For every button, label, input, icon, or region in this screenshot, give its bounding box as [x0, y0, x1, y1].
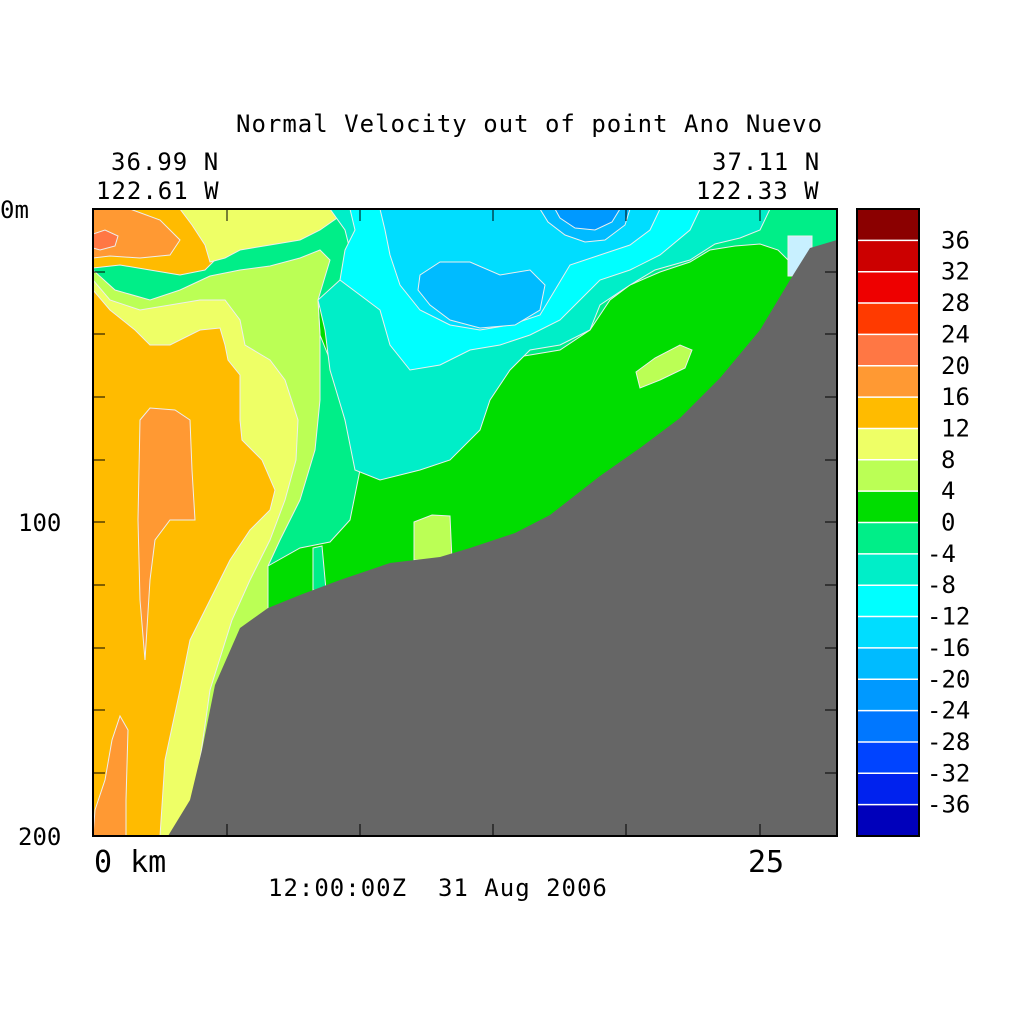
colorbar-swatch — [857, 553, 919, 586]
colorbar-label: 4 — [941, 477, 955, 505]
colorbar-label: 36 — [941, 226, 970, 254]
y-tick-label-0: 0m — [0, 196, 29, 224]
colorbar-swatch — [857, 679, 919, 712]
bathymetry-landmask — [168, 240, 837, 836]
colorbar-label: -20 — [927, 665, 970, 693]
colorbar-swatch — [857, 585, 919, 618]
colorbar-swatch — [857, 491, 919, 523]
chart-title: Normal Velocity out of point Ano Nuevo — [236, 110, 824, 138]
colorbar-label: 8 — [941, 446, 955, 474]
end-latitude: 37.11 N — [712, 148, 821, 176]
y-tick-label-100: 100 — [18, 509, 62, 537]
colorbar-swatch — [857, 647, 919, 680]
colorbar-swatch — [857, 365, 919, 398]
colorbar-swatch — [857, 397, 919, 429]
contour-region-16-20-bottom — [93, 714, 129, 836]
contour-region-12-16 — [93, 289, 276, 836]
colorbar-label: 20 — [941, 352, 970, 380]
colorbar-label: -16 — [927, 634, 970, 662]
y-tick-label-200: 200 — [18, 823, 62, 851]
colorbar-label: 16 — [941, 383, 970, 411]
colorbar-label: 32 — [941, 258, 970, 286]
colorbar: 36 32 28 24 20 16 12 8 4 0 -4 -8 -12 -16 -20 -24 -28 -32 -… — [856, 208, 970, 837]
colorbar-label: 0 — [941, 509, 955, 537]
colorbar-label: -4 — [927, 540, 956, 568]
end-longitude: 122.33 W — [696, 177, 820, 205]
contour-region-8-12-surface — [179, 209, 351, 263]
colorbar-label: -8 — [927, 571, 956, 599]
colorbar-swatch — [857, 428, 919, 461]
contour-region-neg24-neg20-surface — [554, 209, 621, 231]
colorbar-swatch — [857, 710, 919, 743]
colorbar-label: 28 — [941, 289, 970, 317]
colorbar-swatch — [857, 616, 919, 649]
x-axis-ticks — [226, 209, 761, 836]
colorbar-label: -36 — [927, 791, 970, 819]
contour-fill-layer — [93, 209, 837, 836]
colorbar-label: -28 — [927, 728, 970, 756]
colorbar-swatch — [857, 303, 919, 335]
x-tick-label-0: 0 km — [94, 845, 167, 880]
colorbar-swatch — [857, 240, 919, 273]
start-longitude: 122.61 W — [96, 177, 220, 205]
start-latitude: 36.99 N — [111, 148, 220, 176]
colorbar-swatch — [857, 773, 919, 806]
contour-region-0-4-inner-patch — [635, 344, 693, 389]
colorbar-label: 12 — [941, 414, 970, 442]
colorbar-swatch — [857, 209, 919, 241]
colorbar-label: 24 — [941, 320, 970, 348]
colorbar-label: -32 — [927, 759, 970, 787]
colorbar-swatch — [857, 334, 919, 367]
x-tick-label-25: 25 — [748, 845, 785, 880]
colorbar-label: -24 — [927, 697, 970, 725]
colorbar-swatch — [857, 459, 919, 492]
contour-region-neg20-neg16 — [417, 261, 546, 329]
y-axis-ticks — [93, 271, 837, 774]
contour-region-16-20 — [137, 407, 196, 661]
contour-region-20-24-surface — [93, 229, 119, 251]
colorbar-swatch — [857, 271, 919, 304]
colorbar-swatch — [857, 804, 919, 837]
colorbar-swatch — [857, 522, 919, 555]
contour-region-4-8-lower-patch — [413, 514, 453, 561]
colorbar-frame — [856, 208, 920, 837]
colorbar-swatch — [857, 741, 919, 774]
colorbar-label: -12 — [927, 603, 970, 631]
timestamp-label: 12:00:00Z 31 Aug 2006 — [268, 874, 608, 902]
